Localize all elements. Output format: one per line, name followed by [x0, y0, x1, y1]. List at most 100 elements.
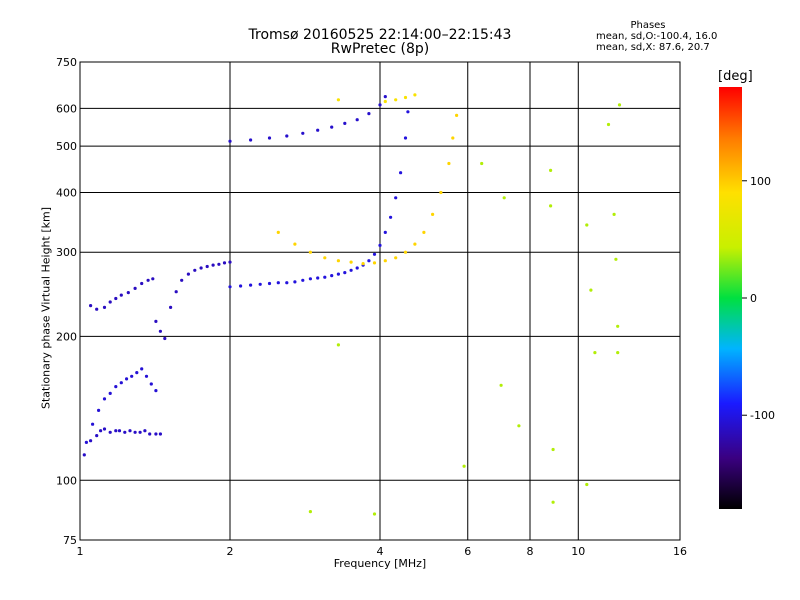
echo-point [308, 250, 312, 254]
y-tick-label: 400 [56, 186, 77, 199]
y-tick-label: 750 [56, 56, 77, 69]
echo-point [413, 242, 417, 246]
echo-point [336, 259, 340, 263]
echo-point [149, 382, 153, 386]
echo-point [143, 429, 147, 433]
echo-point [394, 256, 398, 260]
echo-point [617, 103, 622, 107]
data-points [82, 93, 622, 516]
echo-point [130, 374, 134, 378]
echo-point [447, 161, 451, 166]
echo-point [383, 95, 387, 99]
echo-point [174, 290, 178, 294]
echo-point [480, 161, 484, 166]
echo-point [343, 121, 347, 125]
echo-point [123, 430, 127, 434]
plot-frame [79, 61, 681, 541]
echo-point [108, 300, 112, 304]
echo-point [267, 281, 272, 286]
echo-point [293, 280, 297, 284]
echo-point [117, 429, 122, 433]
echo-point [108, 391, 112, 395]
echo-point [606, 122, 611, 127]
echo-point [102, 305, 107, 309]
echo-point [413, 93, 417, 97]
echo-point [126, 291, 130, 295]
echo-point [308, 277, 312, 281]
x-tick-label: 8 [527, 545, 534, 558]
stats-x-mode: mean, sd,X: 87.6, 20.7 [596, 42, 710, 53]
echo-point [249, 283, 253, 287]
echo-point [612, 212, 616, 216]
echo-point [119, 293, 123, 297]
echo-point [82, 453, 86, 457]
echo-point [616, 351, 620, 355]
echo-point [551, 447, 555, 452]
echo-point [389, 215, 393, 219]
x-tick-label: 16 [673, 545, 687, 558]
echo-point [301, 278, 305, 282]
colorbar-unit-label: [deg] [718, 69, 753, 84]
echo-point [193, 268, 197, 272]
echo-point [383, 259, 387, 263]
axis-tick-labels: 1 2 4 6 8 10 16 75 100 200 300 400 500 600 750 [56, 56, 687, 558]
echo-point [158, 432, 162, 436]
echo-point [249, 138, 253, 142]
y-tick-label: 300 [56, 246, 77, 259]
echo-point [502, 196, 506, 200]
echo-point [199, 266, 203, 270]
echo-point [378, 103, 382, 107]
stats-heading: Phases [630, 20, 666, 31]
echo-point [102, 427, 107, 431]
echo-point [403, 95, 408, 100]
phase-colorbar [719, 87, 742, 509]
colorbar-tick-label: 100 [750, 175, 771, 188]
echo-point [378, 243, 382, 247]
y-tick-label: 200 [56, 330, 77, 343]
x-tick-label: 6 [464, 545, 471, 558]
echo-point [355, 118, 359, 122]
echo-point [228, 260, 232, 264]
x-tick-label: 10 [571, 545, 585, 558]
echo-point [330, 274, 334, 278]
echo-point [336, 98, 340, 102]
echo-point [403, 136, 408, 140]
echo-point [217, 262, 221, 266]
y-tick-label: 600 [56, 102, 77, 115]
echo-point [343, 271, 347, 275]
echo-point [462, 464, 466, 468]
echo-point [361, 262, 365, 266]
echo-point [349, 260, 353, 264]
echo-point [394, 196, 398, 200]
echo-point [169, 305, 173, 309]
echo-point [99, 429, 103, 433]
echo-point [114, 296, 118, 301]
y-tick-label: 500 [56, 140, 77, 153]
echo-point [95, 307, 99, 311]
echo-point [551, 500, 555, 504]
echo-point [285, 281, 289, 285]
echo-point [593, 351, 597, 355]
echo-point [133, 430, 137, 434]
echo-point [422, 230, 426, 234]
echo-point [180, 278, 184, 282]
echo-point [158, 329, 162, 333]
echo-point [316, 128, 320, 132]
echo-point [349, 268, 353, 272]
echo-point [151, 277, 155, 281]
echo-point [258, 282, 262, 286]
echo-point [399, 171, 403, 175]
echo-point [301, 131, 305, 135]
echo-point [367, 259, 371, 263]
echo-point [222, 261, 227, 265]
echo-point [228, 139, 232, 143]
grid-lines [80, 62, 680, 540]
echo-point [293, 242, 297, 246]
x-tick-label: 2 [227, 545, 234, 558]
echo-point [144, 374, 149, 378]
echo-point [614, 257, 618, 261]
echo-point [336, 272, 340, 276]
echo-point [372, 261, 377, 265]
echo-point [323, 275, 327, 279]
